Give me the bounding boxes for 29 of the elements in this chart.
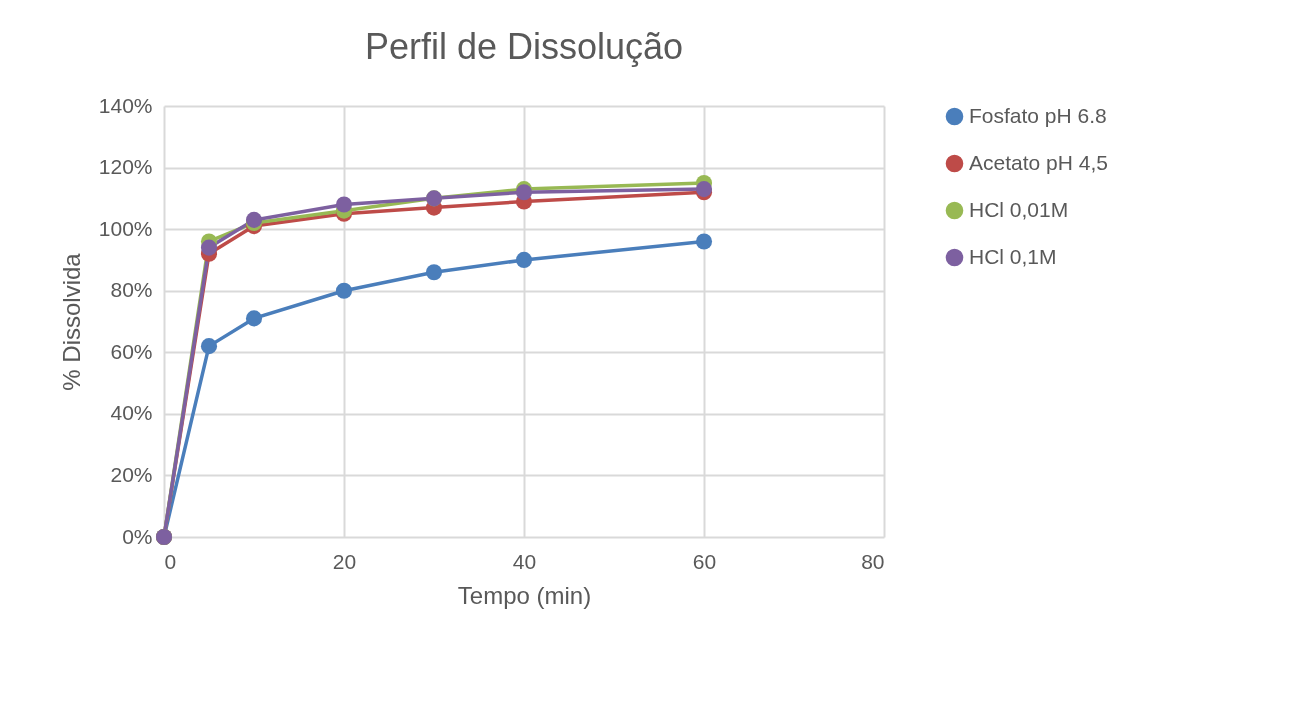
point — [335, 196, 353, 213]
y-tick-label: 0% — [122, 524, 153, 548]
x-axis-title: Tempo (min) — [457, 581, 592, 609]
y-tick-label: 120% — [98, 155, 153, 179]
y-tick-label: 40% — [110, 401, 153, 425]
point — [515, 251, 533, 268]
point — [245, 211, 263, 228]
y-tick-label: 60% — [110, 339, 153, 363]
point — [695, 233, 713, 250]
x-tick-label: 60 — [692, 549, 717, 573]
point — [335, 282, 353, 299]
legend-label: Fosfato pH 6.8 — [969, 103, 1107, 127]
y-tick-label: 140% — [98, 93, 153, 117]
legend-label: Acetato pH 4,5 — [969, 150, 1108, 174]
y-tick-label: 20% — [110, 462, 153, 486]
point — [200, 338, 218, 355]
legend-label: HCl 0,01M — [969, 197, 1069, 221]
x-tick-label: 40 — [512, 549, 537, 573]
y-tick-label: 100% — [98, 216, 153, 240]
legend-label: HCl 0,1M — [969, 244, 1057, 268]
y-tick-label: 80% — [110, 278, 153, 302]
x-tick-label: 20 — [332, 549, 357, 573]
x-tick-label: 80 — [861, 549, 885, 573]
point — [200, 239, 218, 256]
point — [245, 310, 263, 327]
y-axis-title: % Dissolvida — [57, 252, 85, 391]
x-tick-label: 0 — [164, 549, 177, 573]
point — [425, 264, 443, 281]
chart-title: Perfil de Dissolução — [364, 26, 684, 67]
